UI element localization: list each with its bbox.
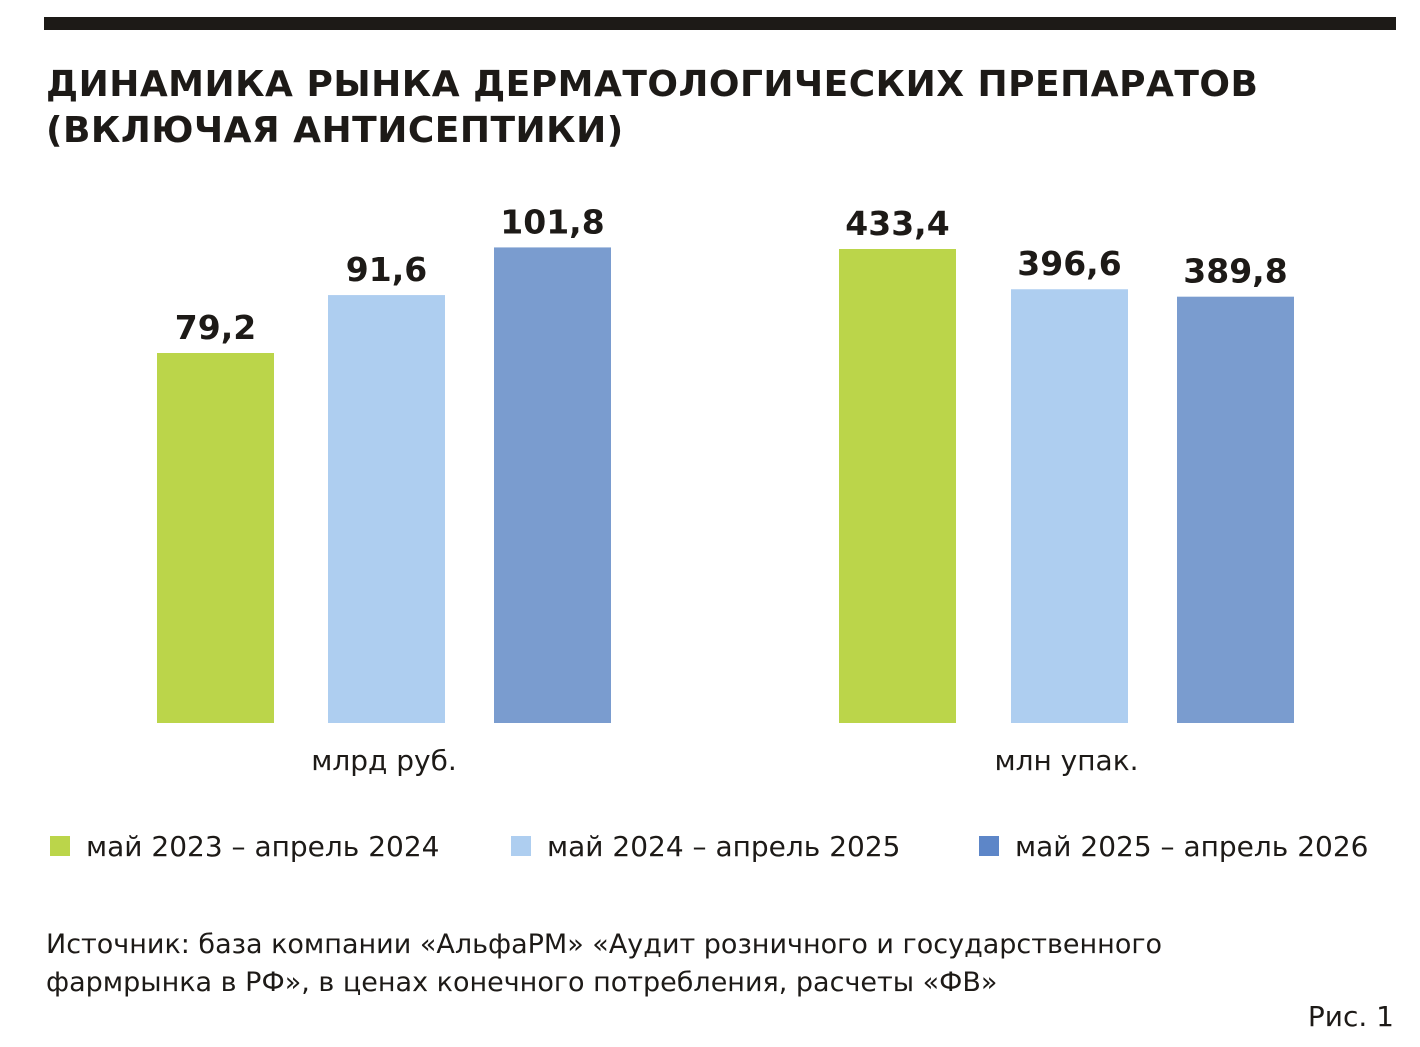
legend-item-2024-2025: май 2024 – апрель 2025 xyxy=(511,826,900,866)
bar xyxy=(494,247,611,723)
legend-label: май 2024 – апрель 2025 xyxy=(547,829,901,863)
legend-swatch-light-blue xyxy=(511,836,531,856)
source-line-2: фармрынка в РФ», в ценах конечного потре… xyxy=(46,967,998,998)
title-line-2: (ВКЛЮЧАЯ АНТИСЕПТИКИ) xyxy=(46,110,624,151)
bar xyxy=(328,295,445,723)
source-line-1: Источник: база компании «АльфаРМ» «Аудит… xyxy=(46,929,1163,960)
data-label: 396,6 xyxy=(1017,244,1121,283)
legend: май 2023 – апрель 2024 май 2024 – апрель… xyxy=(0,826,1420,866)
figure-label: Рис. 1 xyxy=(1307,1000,1394,1033)
legend-label: май 2025 – апрель 2026 xyxy=(1015,829,1369,863)
group-axis-label: млн упак. xyxy=(994,744,1138,777)
data-label: 79,2 xyxy=(175,308,256,347)
bar xyxy=(1177,296,1294,723)
bar xyxy=(157,353,274,723)
top-rule xyxy=(44,17,1396,30)
data-label: 101,8 xyxy=(500,202,604,241)
legend-item-2023-2024: май 2023 – апрель 2024 xyxy=(50,826,439,866)
source-note: Источник: база компании «АльфаРМ» «Аудит… xyxy=(46,926,1386,1002)
title-line-1: ДИНАМИКА РЫНКА ДЕРМАТОЛОГИЧЕСКИХ ПРЕПАРА… xyxy=(46,64,1259,105)
data-label: 91,6 xyxy=(346,250,427,289)
legend-item-2025-2026: май 2025 – апрель 2026 xyxy=(979,826,1368,866)
legend-label: май 2023 – апрель 2024 xyxy=(86,829,440,863)
data-label: 433,4 xyxy=(845,204,949,243)
chart-title: ДИНАМИКА РЫНКА ДЕРМАТОЛОГИЧЕСКИХ ПРЕПАРА… xyxy=(46,62,1386,154)
legend-swatch-blue xyxy=(979,836,999,856)
legend-swatch-green xyxy=(50,836,70,856)
bar xyxy=(839,249,956,723)
chart-area: 79,2 91,6 101,8 млрд руб. 433,4 396,6 389,8 млн… xyxy=(157,202,1294,777)
group-axis-label: млрд руб. xyxy=(311,744,457,777)
bar xyxy=(1011,289,1128,723)
data-label: 389,8 xyxy=(1183,252,1287,291)
